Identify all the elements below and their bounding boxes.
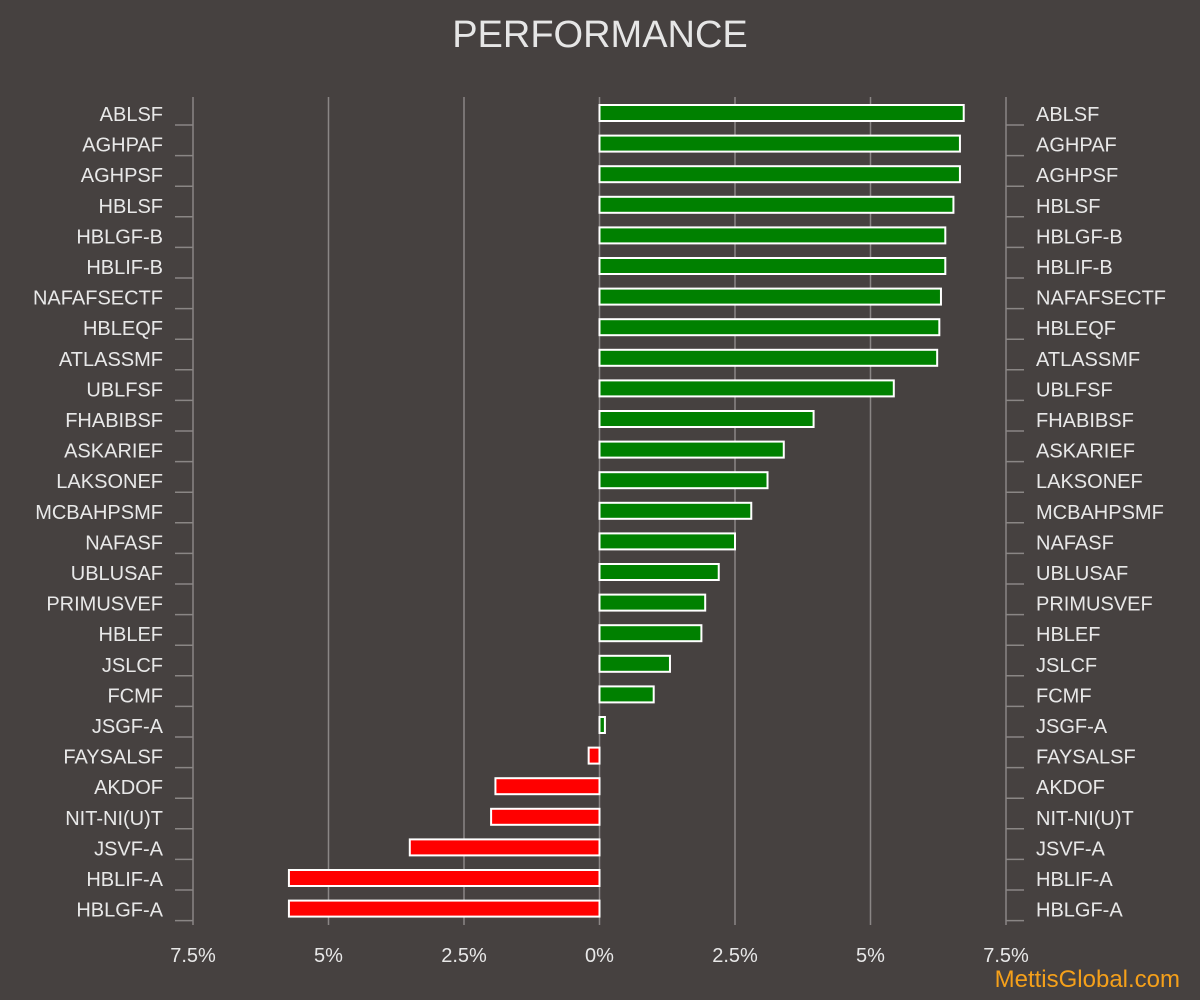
category-label-left: NAFASF [85, 532, 163, 554]
bar [598, 593, 707, 612]
category-label-left: PRIMUSVEF [46, 594, 163, 616]
bar [598, 410, 815, 428]
category-label-right: HBLSF [1036, 196, 1100, 218]
category-label-left: ABLSF [100, 104, 163, 126]
category-label-right: NIT-NI(U)T [1036, 808, 1134, 830]
category-label-left: FAYSALSF [63, 747, 163, 769]
category-label-left: HBLSF [99, 196, 163, 218]
x-tick-label: 7.5% [170, 945, 216, 967]
category-label-right: HBLEF [1036, 624, 1100, 646]
bar [287, 899, 601, 918]
x-tick-label: 2.5% [441, 945, 487, 967]
category-label-left: ASKARIEF [64, 441, 163, 463]
category-label-right: ATLASSMF [1036, 349, 1140, 371]
chart-title: PERFORMANCE [452, 14, 748, 56]
bar [598, 165, 961, 184]
category-label-right: UBLFSF [1036, 379, 1113, 401]
category-label-right: MCBAHPSMF [1036, 502, 1164, 524]
bar [598, 716, 606, 734]
category-label-right: UBLUSAF [1036, 563, 1128, 585]
category-label-right: AGHPSF [1036, 165, 1118, 187]
bar [598, 654, 671, 673]
bar [598, 287, 942, 306]
category-label-left: HBLGF-B [76, 226, 163, 248]
category-label-left: UBLFSF [86, 379, 163, 401]
category-label-right: AGHPAF [1036, 135, 1117, 157]
category-label-left: UBLUSAF [71, 563, 163, 585]
category-label-left: FHABIBSF [65, 410, 163, 432]
category-label-left: HBLGF-A [76, 900, 163, 922]
category-label-right: HBLGF-B [1036, 226, 1123, 248]
category-label-left: LAKSONEF [56, 471, 163, 493]
x-tick-label: 7.5% [983, 945, 1029, 967]
category-label-right: NAFASF [1036, 532, 1114, 554]
category-label-right: LAKSONEF [1036, 471, 1143, 493]
bar [598, 104, 965, 122]
bar [598, 471, 769, 490]
bar [598, 624, 703, 643]
bar [598, 134, 961, 153]
category-label-left: JSGF-A [92, 716, 164, 738]
bar [598, 563, 720, 581]
bar [598, 532, 736, 551]
category-label-left: AKDOF [94, 777, 163, 799]
bar [598, 195, 955, 214]
category-label-left: ATLASSMF [59, 349, 163, 371]
bar [598, 501, 753, 520]
category-label-left: HBLEQF [83, 318, 163, 340]
watermark: MettisGlobal.com [994, 966, 1180, 993]
category-label-left: AGHPAF [82, 135, 163, 157]
category-label-left: NAFAFSECTF [33, 288, 163, 310]
bar [598, 379, 895, 398]
x-tick-label: 5% [856, 945, 885, 967]
bar [494, 777, 601, 796]
bar [408, 838, 601, 857]
x-tick-label: 2.5% [712, 945, 758, 967]
category-label-right: HBLGF-A [1036, 900, 1123, 922]
category-label-right: FAYSALSF [1036, 747, 1136, 769]
category-label-right: JSLCF [1036, 655, 1097, 677]
category-label-right: HBLEQF [1036, 318, 1116, 340]
category-label-left: NIT-NI(U)T [65, 808, 163, 830]
bar [598, 318, 941, 337]
category-label-right: ASKARIEF [1036, 441, 1135, 463]
bar [598, 348, 939, 367]
x-tick-label: 0% [585, 945, 614, 967]
bar [598, 685, 655, 704]
bar [598, 226, 947, 245]
category-label-right: FCMF [1036, 685, 1092, 707]
category-label-left: MCBAHPSMF [35, 502, 163, 524]
category-label-left: AGHPSF [81, 165, 163, 187]
category-label-right: FHABIBSF [1036, 410, 1134, 432]
category-label-right: HBLIF-A [1036, 869, 1113, 891]
category-label-left: FCMF [107, 685, 163, 707]
category-label-right: HBLIF-B [1036, 257, 1113, 279]
bar [598, 440, 785, 459]
bar [287, 869, 601, 887]
category-label-right: JSVF-A [1036, 838, 1106, 860]
category-label-right: PRIMUSVEF [1036, 594, 1153, 616]
category-label-left: HBLIF-A [86, 869, 163, 891]
category-label-right: AKDOF [1036, 777, 1105, 799]
category-label-left: JSLCF [102, 655, 163, 677]
x-tick-label: 5% [314, 945, 343, 967]
bar [587, 746, 601, 765]
category-label-right: ABLSF [1036, 104, 1099, 126]
category-label-right: NAFAFSECTF [1036, 288, 1166, 310]
bar [490, 807, 601, 826]
bar [598, 257, 947, 275]
category-label-right: JSGF-A [1036, 716, 1108, 738]
category-label-left: HBLIF-B [86, 257, 163, 279]
category-label-left: JSVF-A [94, 838, 164, 860]
category-label-left: HBLEF [99, 624, 163, 646]
